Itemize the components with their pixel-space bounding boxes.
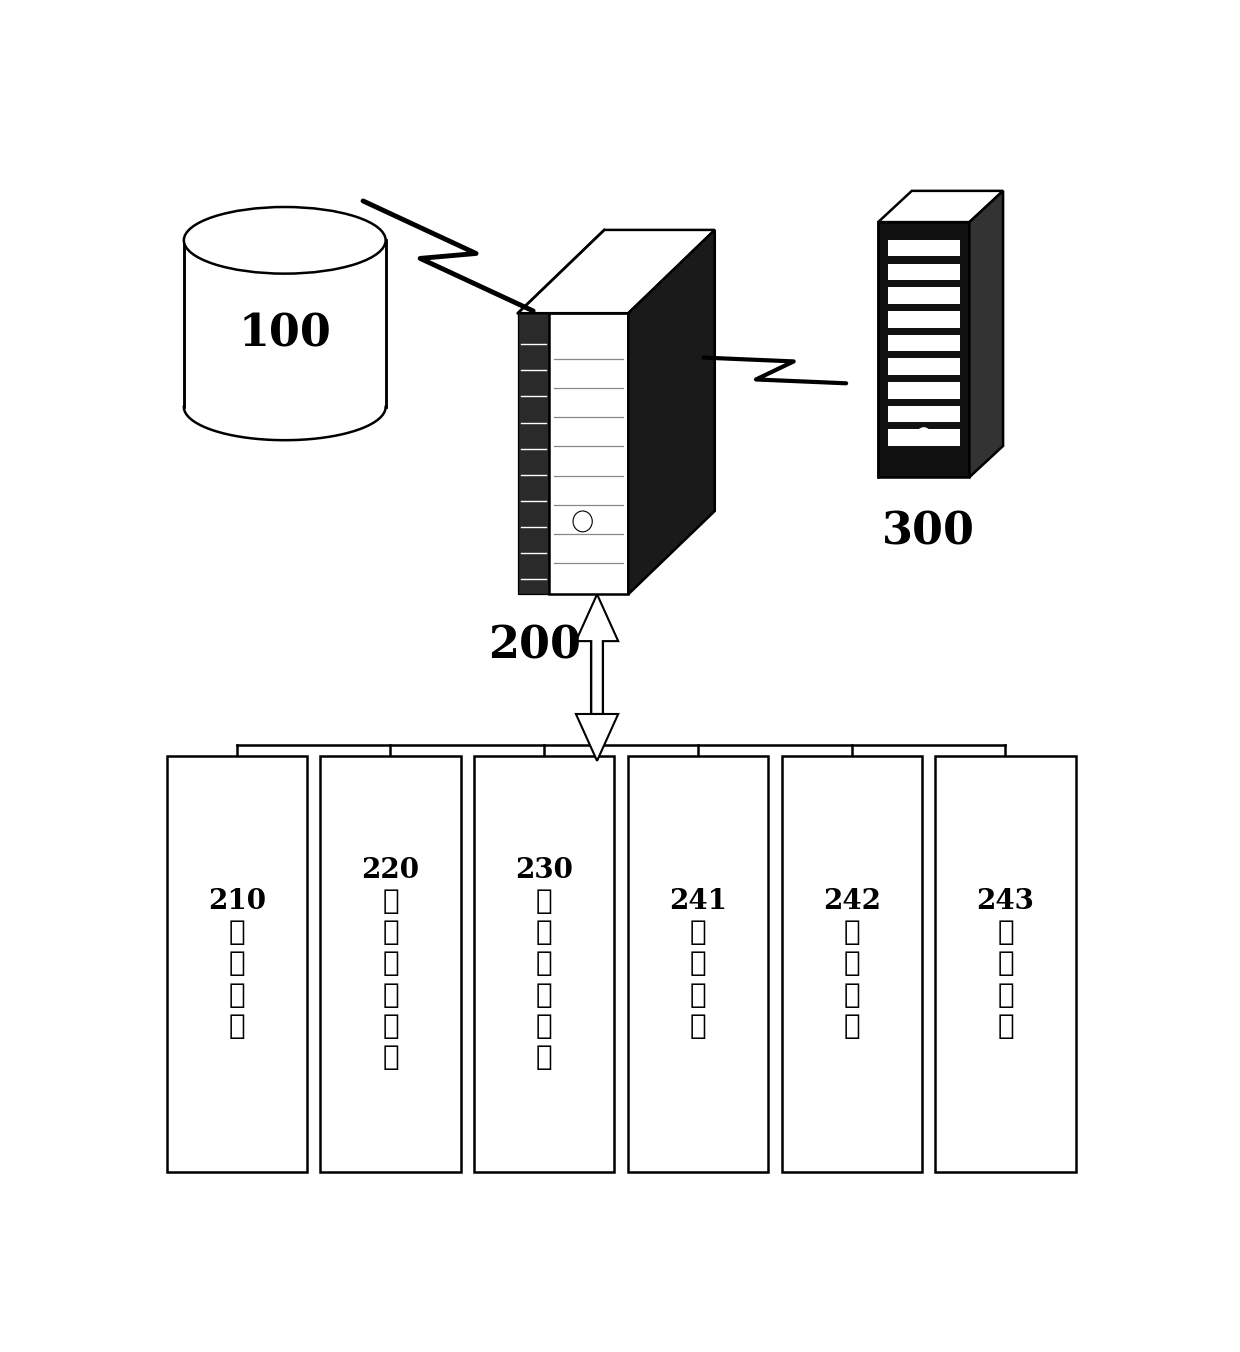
Bar — [627, 756, 768, 1172]
Bar — [888, 287, 960, 304]
Polygon shape — [629, 230, 714, 595]
Polygon shape — [575, 714, 619, 761]
Polygon shape — [878, 191, 1003, 222]
Polygon shape — [575, 595, 619, 714]
Bar — [166, 756, 306, 1172]
Text: 100: 100 — [238, 312, 331, 356]
Text: 242
压
膜
设
备: 242 压 膜 设 备 — [822, 888, 880, 1040]
Polygon shape — [878, 222, 970, 477]
Text: 210
打
印
装
置: 210 打 印 装 置 — [207, 888, 265, 1040]
Circle shape — [573, 511, 593, 531]
Circle shape — [916, 427, 931, 443]
Bar — [184, 241, 386, 407]
Bar — [888, 406, 960, 422]
Ellipse shape — [184, 207, 386, 273]
Bar — [888, 335, 960, 352]
Polygon shape — [548, 314, 629, 595]
Bar — [935, 756, 1075, 1172]
Text: 241
备
膜
装
置: 241 备 膜 装 置 — [668, 888, 727, 1040]
Polygon shape — [970, 191, 1003, 477]
Polygon shape — [518, 206, 714, 595]
Bar — [591, 641, 603, 714]
Text: 230
标
识
写
入
装
置: 230 标 识 写 入 装 置 — [516, 857, 573, 1071]
Bar — [888, 239, 960, 257]
Bar — [888, 383, 960, 399]
Bar — [888, 264, 960, 280]
Polygon shape — [518, 230, 714, 314]
Bar — [888, 311, 960, 327]
Text: 300: 300 — [882, 510, 975, 553]
Bar — [474, 756, 614, 1172]
Polygon shape — [518, 314, 548, 595]
Bar — [888, 358, 960, 375]
Text: 243
切
割
装
置: 243 切 割 装 置 — [977, 888, 1034, 1040]
Bar — [888, 430, 960, 446]
Text: 200: 200 — [489, 625, 582, 668]
Bar — [320, 756, 460, 1172]
Text: 220
标
识
读
取
装
置: 220 标 识 读 取 装 置 — [361, 857, 419, 1071]
Bar — [781, 756, 921, 1172]
